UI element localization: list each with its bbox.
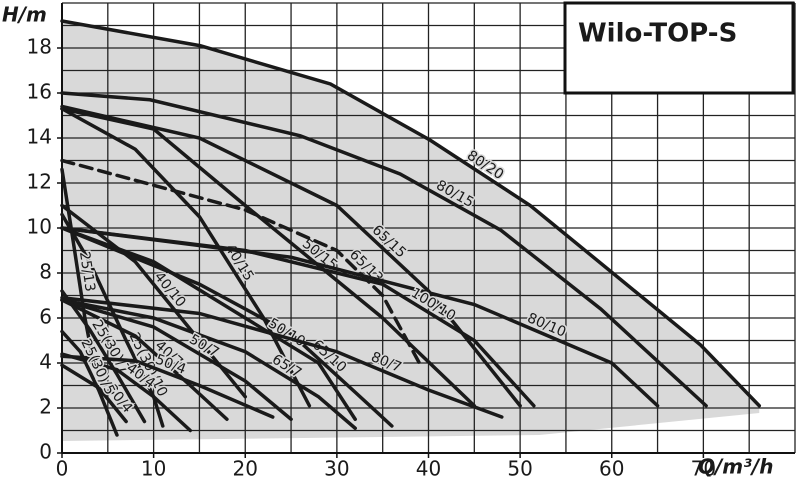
y-tick-label: 16	[27, 80, 52, 104]
pump-curve	[60, 212, 165, 428]
title-box	[563, 1, 795, 95]
y-tick-label: 0	[39, 440, 52, 464]
pump-curve	[60, 167, 96, 367]
pump-curve	[60, 298, 357, 430]
x-tick-label: 50	[507, 457, 532, 481]
pump-curve	[60, 298, 293, 421]
y-tick-label: 18	[27, 35, 52, 59]
pump-curve	[60, 158, 422, 365]
y-axis-label: H/m	[2, 3, 47, 27]
pump-curve	[60, 107, 312, 408]
y-tick-label: 2	[39, 395, 52, 419]
pump-curve	[60, 19, 762, 408]
x-tick-label: 60	[599, 457, 624, 481]
x-tick-label: 40	[416, 457, 441, 481]
y-tick-label: 14	[27, 125, 52, 149]
pump-curve	[60, 354, 275, 419]
pump-curve	[60, 352, 193, 433]
operating-area	[62, 21, 760, 441]
y-tick-label: 10	[27, 215, 52, 239]
x-axis-label: Q/m³/h	[698, 455, 773, 479]
chart-title: Wilo-TOP-S	[578, 19, 737, 49]
pump-curve	[60, 298, 229, 421]
pump-curve	[60, 296, 504, 419]
pump-curve	[60, 329, 119, 437]
y-tick-label: 12	[27, 170, 52, 194]
y-tick-label: 6	[39, 305, 52, 329]
pump-curve	[60, 289, 147, 424]
x-tick-label: 70	[691, 457, 716, 481]
pump-curve	[60, 107, 477, 408]
y-tick-label: 4	[39, 350, 52, 374]
x-tick-label: 0	[56, 457, 69, 481]
x-tick-label: 10	[141, 457, 166, 481]
y-tick-label: 8	[39, 260, 52, 284]
x-tick-label: 20	[233, 457, 258, 481]
pump-curve	[60, 226, 536, 408]
pump-curve	[60, 226, 394, 428]
x-tick-label: 30	[324, 457, 349, 481]
pump-curve	[60, 91, 708, 408]
